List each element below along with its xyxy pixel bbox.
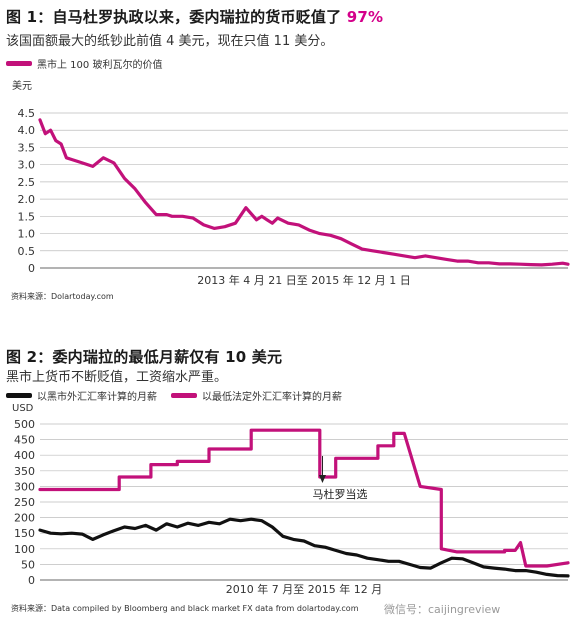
- chart1-title-prefix: 图 1：: [6, 8, 53, 26]
- chart2-title-prefix: 图 2：: [6, 348, 53, 366]
- chart1-y-tick-label: 4.5: [18, 107, 36, 120]
- chart2-legend-swatch-2: [171, 393, 197, 398]
- chart1-title-number: 97%: [346, 8, 384, 26]
- chart1-y-tick-label: 0.5: [18, 245, 36, 258]
- chart1-y-tick-label: 2.5: [18, 176, 36, 189]
- chart2-legend: 以黑市外汇汇率计算的月薪 以最低法定外汇汇率计算的月薪: [6, 388, 342, 403]
- chart1-title-main: 自马杜罗执政以来，委内瑞拉的货币贬值了: [52, 8, 342, 26]
- chart2-y-unit: USD: [12, 403, 34, 414]
- chart1-source: 资料来源：Dolartoday.com: [11, 292, 114, 301]
- chart1-y-tick-label: 3.5: [18, 141, 36, 154]
- chart2-legend-label-1: 以黑市外汇汇率计算的月薪: [37, 392, 157, 403]
- chart2-x-axis-label: 2010 年 7 月至 2015 年 12 月: [226, 582, 382, 596]
- chart2-y-tick-label: 50: [21, 558, 35, 571]
- chart1-title: 图 1：自马杜罗执政以来，委内瑞拉的货币贬值了 97%: [6, 6, 383, 27]
- chart2-series-1-line: [38, 517, 570, 578]
- chart1-legend-label: 黑市上 100 玻利瓦尔的价值: [37, 60, 163, 71]
- chart2-y-tick-label: 300: [14, 480, 35, 493]
- chart1-subtitle: 该国面额最大的纸钞此前值 4 美元，现在只值 11 美分。: [6, 34, 334, 49]
- chart2-y-tick-label: 200: [14, 512, 35, 525]
- chart1-x-axis-label: 2013 年 4 月 21 日至 2015 年 12 月 1 日: [197, 273, 410, 287]
- chart2-annotation-arrow-head: [318, 475, 326, 483]
- chart1-y-tick-label: 3.0: [18, 159, 36, 172]
- chart2-y-tick-label: 150: [14, 527, 35, 540]
- chart2-source: 资料来源：Data compiled by Bloomberg and blac…: [11, 604, 359, 613]
- chart1-y-unit: 美元: [12, 81, 32, 92]
- chart2-series-2-line: [38, 428, 570, 568]
- chart2-y-tick-label: 100: [14, 543, 35, 556]
- chart1-y-tick-label: 2.0: [18, 193, 36, 206]
- chart2-title-main: 委内瑞拉的最低月薪仅有 10 美元: [52, 348, 283, 366]
- chart1-y-tick-label: 4.0: [18, 124, 36, 137]
- chart1-y-tick-label: 1.5: [18, 210, 36, 223]
- chart1-legend-swatch: [6, 61, 32, 66]
- chart1-series-1-line: [38, 118, 570, 267]
- chart2-annotation-text: 马杜罗当选: [312, 487, 367, 501]
- chart2-title: 图 2：委内瑞拉的最低月薪仅有 10 美元: [6, 346, 282, 367]
- chart2-plot: 0 50 100 150 200 250 300 350 400 450 500 2010 年 7 月…: [14, 418, 570, 596]
- chart2-y-tick-label: 350: [14, 465, 35, 478]
- chart2-y-tick-label: 500: [14, 418, 35, 431]
- chart2-legend-swatch-1: [6, 393, 32, 398]
- chart2-y-tick-label: 250: [14, 496, 35, 509]
- chart1-legend: 黑市上 100 玻利瓦尔的价值: [6, 56, 162, 71]
- watermark: 微信号：caijingreview: [384, 603, 501, 616]
- chart2-y-tick-label: 400: [14, 449, 35, 462]
- chart1-y-tick-label: 0: [28, 262, 35, 275]
- chart2-subtitle: 黑市上货币不断贬值，工资缩水严重。: [6, 370, 228, 385]
- chart1-y-tick-label: 1.0: [18, 228, 36, 241]
- chart2-y-tick-label: 450: [14, 434, 35, 447]
- chart1-plot: 0 0.5 1.0 1.5 2.0 2.5 3.0 3.5 4.0 4.5 2013 年 4 月 2…: [18, 107, 570, 287]
- chart2-legend-label-2: 以最低法定外汇汇率计算的月薪: [202, 392, 342, 403]
- chart2-y-tick-label: 0: [28, 574, 35, 587]
